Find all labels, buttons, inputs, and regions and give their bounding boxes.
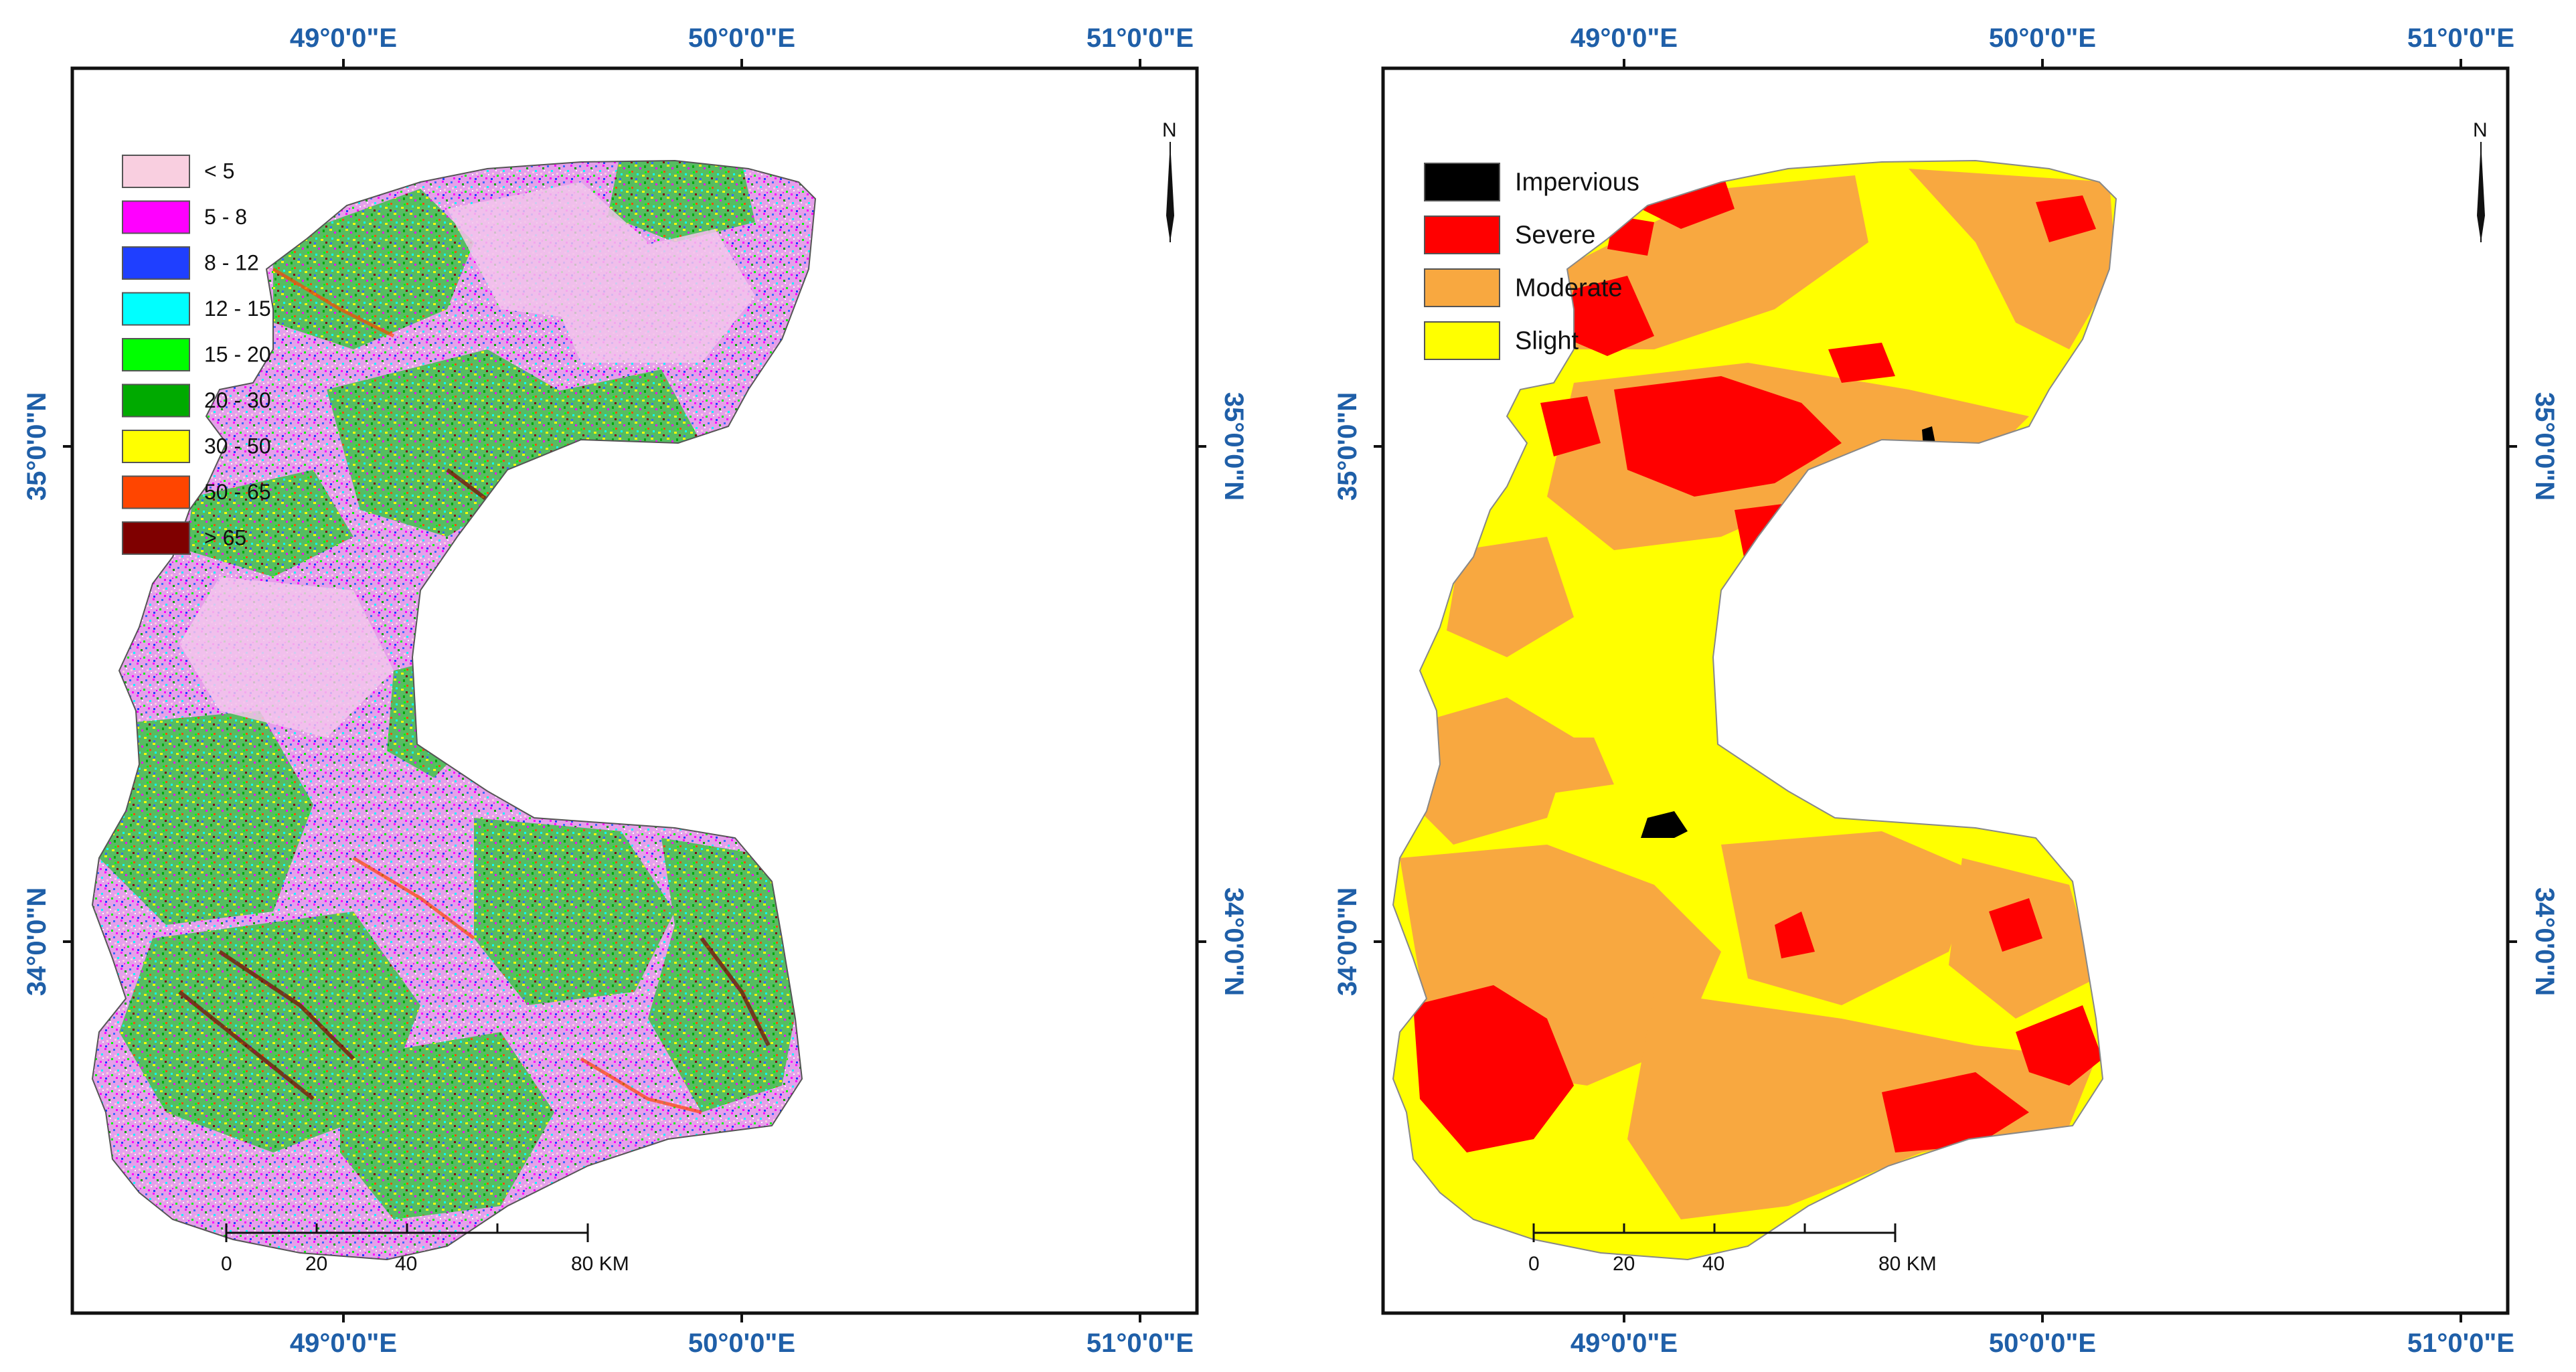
legend-label: 20 - 30 xyxy=(204,388,271,412)
lat-label-left-34: 34°0'0"N xyxy=(1333,887,1362,996)
legend-label: Slight xyxy=(1515,327,1579,355)
legend-label: 15 - 20 xyxy=(204,343,271,367)
scale-label-0: 0 xyxy=(221,1253,232,1275)
legend-swatch xyxy=(122,200,190,234)
lon-label-bottom-50: 50°0'0"E xyxy=(1989,1328,2096,1358)
scale-bar: 0 20 40 80 KM xyxy=(221,1223,629,1275)
erosion-map-panel: Impervious Severe Moderate Slight N 0 20 40… xyxy=(1333,23,2559,1358)
lat-label-left-35: 35°0'0"N xyxy=(1333,392,1362,501)
legend-swatch xyxy=(122,521,190,555)
slope-map-panel: < 5 5 - 8 8 - 12 12 - 15 15 - 20 20 - 30 30 - … xyxy=(22,23,1249,1358)
legend-swatch xyxy=(1424,216,1500,254)
lat-label-right-35: 35°0'0"N xyxy=(2530,392,2559,501)
lat-label-left-35: 35°0'0"N xyxy=(22,392,52,501)
north-arrow: N xyxy=(1162,119,1177,242)
legend-swatch xyxy=(122,292,190,326)
scale-label-20: 20 xyxy=(305,1253,327,1275)
legend-swatch xyxy=(122,475,190,509)
lat-label-right-35: 35°0'0"N xyxy=(1219,392,1249,501)
legend-swatch xyxy=(122,430,190,463)
north-label: N xyxy=(2473,119,2488,141)
legend-label: Severe xyxy=(1515,221,1595,249)
scale-label-80: 80 KM xyxy=(571,1253,629,1275)
lon-label-bottom-49: 49°0'0"E xyxy=(290,1328,397,1358)
lon-ticks xyxy=(1374,59,2517,1322)
lon-label-top-51: 51°0'0"E xyxy=(2407,23,2514,53)
legend-label: > 65 xyxy=(204,526,246,550)
north-label: N xyxy=(1162,119,1177,141)
legend-label: 5 - 8 xyxy=(204,205,247,229)
lon-label-bottom-51: 51°0'0"E xyxy=(2407,1328,2514,1358)
lon-ticks xyxy=(63,59,1206,1322)
legend-label: 30 - 50 xyxy=(204,434,271,458)
lon-label-top-49: 49°0'0"E xyxy=(290,23,397,53)
lon-label-bottom-51: 51°0'0"E xyxy=(1086,1328,1194,1358)
lon-label-top-51: 51°0'0"E xyxy=(1086,23,1194,53)
lon-label-bottom-49: 49°0'0"E xyxy=(1571,1328,1678,1358)
scale-label-20: 20 xyxy=(1613,1253,1635,1275)
legend-swatch xyxy=(122,338,190,371)
lat-label-left-34: 34°0'0"N xyxy=(22,887,52,996)
legend-label: Moderate xyxy=(1515,274,1623,302)
scale-label-40: 40 xyxy=(395,1253,417,1275)
lat-label-right-34: 34°0'0"N xyxy=(1219,887,1249,996)
slope-legend: < 5 5 - 8 8 - 12 12 - 15 15 - 20 20 - 30 30 - … xyxy=(122,155,271,555)
legend-label: 50 - 65 xyxy=(204,480,271,504)
legend-swatch xyxy=(1424,163,1500,201)
legend-swatch xyxy=(122,383,190,418)
legend-swatch xyxy=(1424,268,1500,307)
legend-label: < 5 xyxy=(204,159,234,183)
legend-swatch xyxy=(122,246,190,280)
scale-label-80: 80 KM xyxy=(1878,1253,1937,1275)
legend-swatch xyxy=(122,155,190,188)
legend-swatch xyxy=(1424,321,1500,360)
lon-label-bottom-50: 50°0'0"E xyxy=(688,1328,795,1358)
lon-label-top-50: 50°0'0"E xyxy=(688,23,795,53)
lon-label-top-49: 49°0'0"E xyxy=(1571,23,1678,53)
erosion-legend: Impervious Severe Moderate Slight xyxy=(1424,163,1639,360)
legend-label: 12 - 15 xyxy=(204,296,271,321)
legend-label: Impervious xyxy=(1515,168,1639,196)
scale-label-40: 40 xyxy=(1702,1253,1724,1275)
scale-label-0: 0 xyxy=(1528,1253,1540,1275)
lat-label-right-34: 34°0'0"N xyxy=(2530,887,2559,996)
north-arrow: N xyxy=(2473,119,2488,242)
legend-label: 8 - 12 xyxy=(204,251,259,275)
scale-bar: 0 20 40 80 KM xyxy=(1528,1223,1937,1275)
lon-label-top-50: 50°0'0"E xyxy=(1989,23,2096,53)
